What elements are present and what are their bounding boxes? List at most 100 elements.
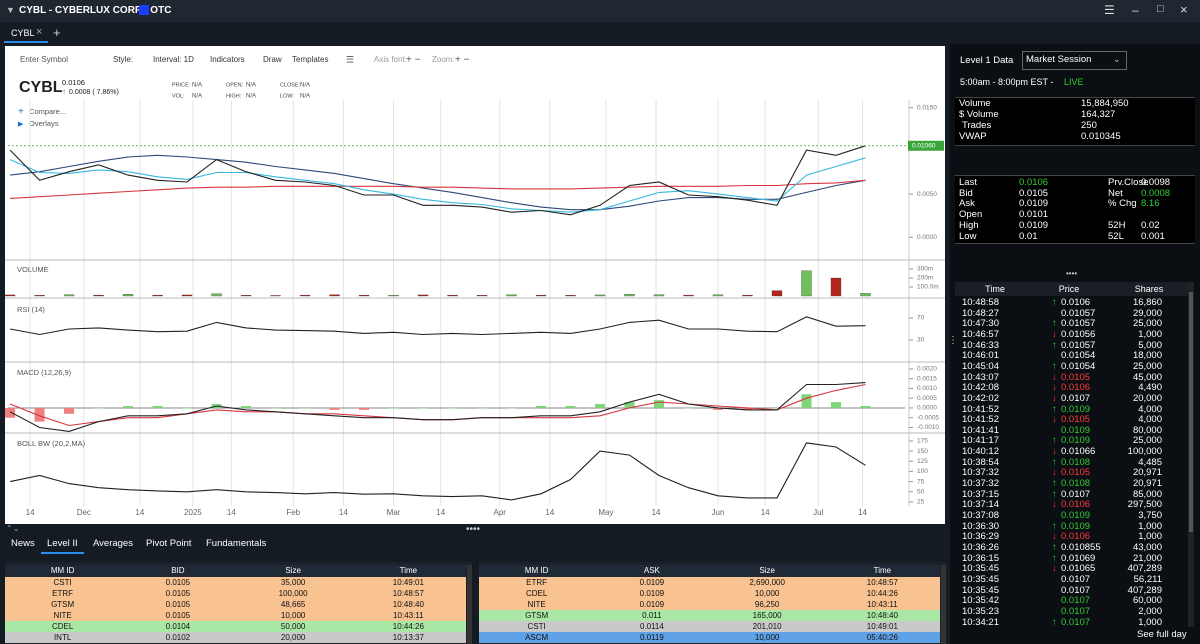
x-tick-label: 14	[436, 508, 445, 517]
toolbar-item[interactable]: Style:	[113, 55, 133, 64]
ts-price: 0.0109	[1061, 520, 1091, 532]
see-full-day[interactable]: See full day	[1137, 629, 1187, 640]
ts-shares: 20,000	[1132, 392, 1162, 404]
tab-bar	[0, 22, 1200, 44]
ts-arrow: ↓	[1052, 531, 1057, 543]
dropdown-label[interactable]: Market Session	[1026, 54, 1092, 65]
bar	[418, 407, 429, 409]
toolbar-item[interactable]: Draw	[263, 55, 282, 64]
ts-arrow: ↑	[1052, 339, 1057, 351]
ts-price: 0.01056	[1061, 328, 1096, 340]
bar	[477, 407, 488, 409]
table-row[interactable]	[479, 599, 940, 610]
session-dropdown[interactable]	[1022, 51, 1127, 70]
ts-shares: 1,000	[1138, 328, 1162, 340]
table-header: Size	[285, 566, 301, 575]
minimize-button[interactable]: –	[1132, 3, 1139, 17]
maximize-button[interactable]: □	[1157, 3, 1164, 15]
y-tick-label: 70	[917, 315, 925, 322]
table-row[interactable]	[5, 621, 466, 632]
table-row[interactable]	[479, 588, 940, 599]
table-row[interactable]	[479, 621, 940, 632]
splitter-handle[interactable]: ⋮	[948, 335, 958, 346]
ts-shares: 1,000	[1138, 531, 1162, 543]
splitter-handle[interactable]: ••••	[466, 524, 481, 535]
toolbar-item[interactable]: Axis font:	[374, 55, 407, 64]
ts-arrow: ↓	[1052, 371, 1057, 383]
table-row[interactable]	[5, 610, 466, 621]
menu-icon[interactable]: ▼	[6, 5, 15, 15]
bar	[241, 405, 252, 408]
splitter-handle[interactable]: ••••	[1066, 269, 1078, 278]
ts-time: 10:45:04	[962, 360, 999, 372]
bottom-tab[interactable]: Pivot Point	[146, 538, 192, 549]
menu-button[interactable]: ☰	[1104, 3, 1115, 17]
table-row[interactable]	[5, 632, 466, 643]
table-row[interactable]	[479, 632, 940, 643]
bar	[34, 407, 45, 422]
table-cell: 0.0114	[639, 622, 664, 631]
quote-label: 52L	[1108, 230, 1124, 242]
quote-value: 0.0109	[1019, 219, 1049, 231]
ts-shares: 29,000	[1132, 307, 1162, 319]
ts-price: 0.0106	[1061, 499, 1091, 511]
ts-arrow: ↓	[1052, 446, 1057, 458]
toolbar-item[interactable]: Zoom:	[432, 55, 455, 64]
field-value: N/A	[300, 83, 310, 89]
ts-column-header: Price	[1058, 284, 1080, 294]
chart: Enter Symbol Style: Interval: 1D Indicators…	[4, 46, 945, 524]
table-cell: 0.0104	[165, 622, 191, 631]
quote-label: % Chg	[1108, 198, 1137, 210]
tab[interactable]	[4, 26, 48, 43]
axis-font-icon[interactable]: + −	[406, 55, 421, 66]
toolbar-item[interactable]: Interval: 1D	[153, 55, 194, 64]
ts-time: 10:41:52	[962, 414, 999, 426]
quote-value: 8.16	[1141, 198, 1160, 210]
close-button[interactable]: ×	[1180, 2, 1188, 17]
ts-price: 0.0109	[1061, 510, 1091, 521]
tab-label[interactable]: CYBL	[11, 28, 35, 38]
table-row[interactable]	[479, 577, 940, 588]
link[interactable]: Overlays	[29, 119, 59, 128]
table-cell: 10:43:11	[393, 611, 424, 620]
dropdown-arrow[interactable]: ⌄	[1113, 54, 1121, 64]
bar	[771, 407, 782, 409]
add-tab[interactable]: +	[53, 25, 61, 40]
ts-time: 10:36:26	[962, 541, 999, 553]
scrollbar	[467, 565, 472, 644]
ts-shares: 4,485	[1138, 456, 1162, 468]
list-icon[interactable]: ☰	[346, 54, 354, 64]
bar	[270, 407, 281, 409]
collapse-arrows[interactable]: ⌃⌄	[6, 524, 20, 533]
table-row[interactable]	[5, 599, 466, 610]
toolbar-item[interactable]: Enter Symbol	[20, 55, 68, 64]
ts-price: 0.01057	[1061, 339, 1096, 351]
toolbar-item[interactable]: Indicators	[210, 55, 245, 64]
table-row[interactable]	[5, 588, 466, 599]
bottom-tab[interactable]: Averages	[93, 538, 133, 549]
bottom-tab[interactable]: Level II	[41, 538, 84, 554]
y-tick-label: 0.0050	[917, 191, 937, 198]
bar	[123, 405, 134, 408]
table-header: Time	[399, 566, 418, 575]
toolbar-item[interactable]: Templates	[292, 55, 328, 64]
scroll-thumb[interactable]	[1189, 292, 1193, 532]
y-tick-label: 75	[917, 478, 925, 485]
bar	[299, 294, 311, 297]
tab-close[interactable]: ×	[36, 26, 43, 38]
table-row[interactable]	[5, 577, 466, 588]
table-row[interactable]	[479, 610, 940, 621]
stat-label: $ Volume	[959, 109, 999, 120]
ts-arrow: ↓	[1052, 563, 1057, 575]
bottom-tab[interactable]: News	[11, 538, 35, 549]
zoom-icon[interactable]: + −	[455, 55, 470, 66]
up-arrow: ↑	[62, 87, 66, 96]
bar	[860, 405, 871, 408]
ts-arrow: ↑	[1052, 552, 1057, 564]
quote-label: Ask	[959, 198, 975, 210]
bottom-tab[interactable]: Fundamentals	[206, 538, 267, 549]
ts-price: 0.010855	[1061, 541, 1101, 553]
x-tick-label: 14	[652, 508, 661, 517]
stat-value: 164,327	[1081, 109, 1116, 120]
link[interactable]: Compare...	[29, 107, 66, 116]
